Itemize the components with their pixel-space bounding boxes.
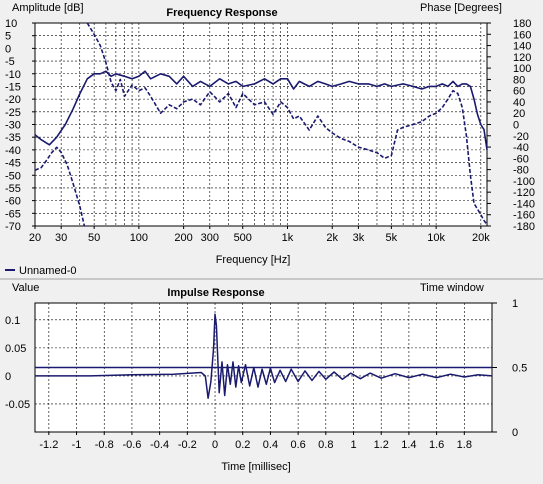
bottom-title: Impulse Response [167, 287, 264, 299]
top-x-tick-label: 20k [472, 232, 490, 244]
top-x-tick-label: 1k [282, 232, 294, 244]
bottom-ylabel-left: Value [12, 282, 39, 294]
top-yl-tick-label: -70 [5, 221, 21, 233]
top-yl-tick-label: -30 [5, 120, 21, 132]
bottom-x-tick-label: 1.6 [429, 439, 444, 451]
top-yr-tick-label: 20 [513, 108, 525, 120]
legend-label: Unnamed-0 [19, 265, 76, 277]
top-yl-tick-label: -25 [5, 107, 21, 119]
top-yl-tick-label: -10 [5, 69, 21, 81]
top-yr-tick-label: -140 [513, 198, 535, 210]
bottom-yr-tick-label: 0 [512, 427, 518, 439]
top-yr-tick-label: -40 [513, 142, 529, 154]
top-yr-tick-label: 80 [513, 74, 525, 86]
top-xlabel: Frequency [Hz] [216, 254, 291, 266]
top-yr-tick-label: 40 [513, 97, 525, 109]
top-yl-tick-label: -50 [5, 170, 21, 182]
top-yr-tick-label: 140 [513, 41, 531, 53]
top-yr-tick-label: 120 [513, 52, 531, 64]
top-yl-tick-label: -20 [5, 94, 21, 106]
top-yr-tick-label: -120 [513, 187, 535, 199]
top-yr-tick-label: 60 [513, 86, 525, 98]
bottom-x-tick-label: 0.4 [263, 439, 278, 451]
top-title: Frequency Response [166, 7, 277, 19]
bottom-x-tick-label: 1.8 [457, 439, 472, 451]
top-yr-tick-label: -60 [513, 153, 529, 165]
top-yl-tick-label: -40 [5, 145, 21, 157]
top-yl-tick-label: 5 [5, 31, 11, 43]
bottom-yl-tick-label: 0 [5, 371, 11, 383]
bottom-x-tick-label: 1.2 [374, 439, 389, 451]
top-ylabel-right: Phase [Degrees] [420, 2, 502, 14]
bottom-yr-tick-label: 1 [512, 298, 518, 310]
top-yl-tick-label: 0 [5, 43, 11, 55]
top-x-tick-label: 20 [29, 232, 41, 244]
bottom-yl-tick-label: -0.05 [5, 399, 30, 411]
top-yr-tick-label: -180 [513, 221, 535, 233]
top-yr-tick-label: -160 [513, 210, 535, 222]
top-yr-tick-label: -80 [513, 165, 529, 177]
top-yr-tick-label: 180 [513, 18, 531, 30]
top-yr-tick-label: -100 [513, 176, 535, 188]
bottom-xlabel: Time [millisec] [221, 461, 290, 473]
bottom-x-tick-label: -0.8 [95, 439, 114, 451]
bottom-x-tick-label: 0.8 [318, 439, 333, 451]
top-x-tick-label: 500 [234, 232, 252, 244]
bottom-yl-tick-label: 0.05 [5, 343, 26, 355]
top-yl-tick-label: -45 [5, 158, 21, 170]
top-x-tick-label: 50 [88, 232, 100, 244]
bottom-x-tick-label: 1.4 [401, 439, 416, 451]
top-series-line-2 [86, 22, 488, 226]
top-x-tick-label: 200 [174, 232, 192, 244]
bottom-x-tick-label: -0.6 [122, 439, 141, 451]
bottom-x-tick-label: -1.2 [39, 439, 58, 451]
top-yl-tick-label: -65 [5, 208, 21, 220]
top-yr-tick-label: 100 [513, 63, 531, 75]
bottom-x-tick-label: 0.6 [290, 439, 305, 451]
bottom-x-tick-label: -0.2 [178, 439, 197, 451]
bottom-yr-tick-label: 0.5 [512, 363, 527, 375]
top-yl-tick-label: -5 [5, 56, 15, 68]
bottom-x-tick-label: -0.4 [150, 439, 169, 451]
top-yl-tick-label: -15 [5, 81, 21, 93]
top-yr-tick-label: 160 [513, 29, 531, 41]
top-x-tick-label: 10k [427, 232, 445, 244]
top-x-tick-label: 100 [130, 232, 148, 244]
top-x-tick-label: 300 [201, 232, 219, 244]
top-yr-tick-label: 0 [513, 120, 519, 132]
top-x-tick-label: 30 [55, 232, 67, 244]
bottom-x-tick-label: 0 [212, 439, 218, 451]
bottom-x-tick-label: -1 [72, 439, 82, 451]
top-ylabel-left: Amplitude [dB] [12, 2, 84, 14]
top-yl-tick-label: -60 [5, 196, 21, 208]
top-yr-tick-label: -20 [513, 131, 529, 143]
top-yl-tick-label: -35 [5, 132, 21, 144]
top-x-tick-label: 3k [353, 232, 365, 244]
bottom-series-line-0 [35, 313, 493, 400]
top-x-tick-label: 5k [386, 232, 398, 244]
bottom-x-tick-label: 0.2 [235, 439, 250, 451]
bottom-yl-tick-label: 0.1 [5, 315, 20, 327]
top-yl-tick-label: 10 [5, 18, 17, 30]
bottom-x-tick-label: 1 [350, 439, 356, 451]
top-x-tick-label: 2k [326, 232, 338, 244]
bottom-ylabel-right: Time window [420, 282, 484, 294]
top-yl-tick-label: -55 [5, 183, 21, 195]
